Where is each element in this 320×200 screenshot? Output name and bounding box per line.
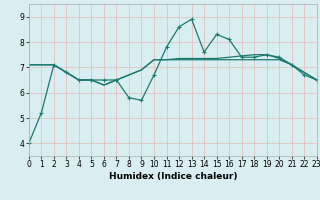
X-axis label: Humidex (Indice chaleur): Humidex (Indice chaleur): [108, 172, 237, 181]
